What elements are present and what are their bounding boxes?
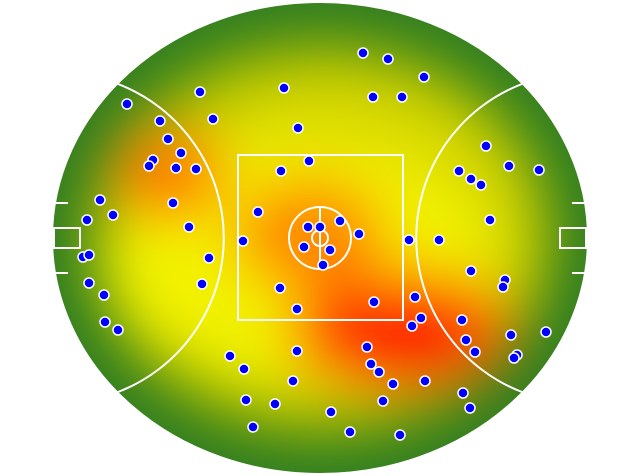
point — [406, 320, 418, 332]
point — [291, 345, 303, 357]
point — [291, 303, 303, 315]
point — [170, 162, 182, 174]
point — [433, 234, 445, 246]
point — [252, 206, 264, 218]
point — [387, 378, 399, 390]
point — [480, 140, 492, 152]
point — [314, 221, 326, 233]
point — [505, 329, 517, 341]
point — [167, 197, 179, 209]
point — [469, 346, 481, 358]
point — [99, 316, 111, 328]
point — [394, 429, 406, 441]
point — [269, 398, 281, 410]
point — [396, 91, 408, 103]
point — [465, 173, 477, 185]
point — [107, 209, 119, 221]
point — [196, 278, 208, 290]
point — [460, 334, 472, 346]
point — [154, 115, 166, 127]
point — [334, 215, 346, 227]
point — [162, 133, 174, 145]
point — [81, 214, 93, 226]
point — [175, 147, 187, 159]
point — [503, 160, 515, 172]
point — [465, 265, 477, 277]
point — [237, 235, 249, 247]
point — [497, 281, 509, 293]
point — [94, 194, 106, 206]
point — [357, 47, 369, 59]
point — [418, 71, 430, 83]
point — [382, 53, 394, 65]
point — [533, 164, 545, 176]
point — [317, 259, 329, 271]
point — [484, 214, 496, 226]
point — [121, 98, 133, 110]
point — [183, 221, 195, 233]
point — [456, 314, 468, 326]
point — [292, 122, 304, 134]
point — [194, 86, 206, 98]
points — [77, 47, 552, 441]
point — [361, 341, 373, 353]
point — [403, 234, 415, 246]
point — [344, 426, 356, 438]
point — [419, 375, 431, 387]
field-lines — [51, 1, 589, 475]
point — [377, 395, 389, 407]
point — [303, 155, 315, 167]
point — [83, 249, 95, 261]
point — [207, 113, 219, 125]
point — [464, 402, 476, 414]
point — [302, 221, 314, 233]
point — [415, 312, 427, 324]
point — [143, 160, 155, 172]
point — [409, 291, 421, 303]
point — [324, 244, 336, 256]
point — [368, 296, 380, 308]
point — [453, 165, 465, 177]
point — [298, 241, 310, 253]
point — [540, 326, 552, 338]
point — [98, 289, 110, 301]
point — [274, 282, 286, 294]
point — [475, 179, 487, 191]
point — [190, 163, 202, 175]
point — [112, 324, 124, 336]
point — [367, 91, 379, 103]
point — [240, 394, 252, 406]
point — [275, 165, 287, 177]
point — [203, 252, 215, 264]
point — [278, 82, 290, 94]
point — [508, 352, 520, 364]
point — [238, 363, 250, 375]
point — [247, 421, 259, 433]
point — [224, 350, 236, 362]
point — [457, 387, 469, 399]
point — [325, 406, 337, 418]
point — [287, 375, 299, 387]
point — [373, 366, 385, 378]
point — [353, 228, 365, 240]
point — [365, 358, 377, 370]
point — [83, 277, 95, 289]
